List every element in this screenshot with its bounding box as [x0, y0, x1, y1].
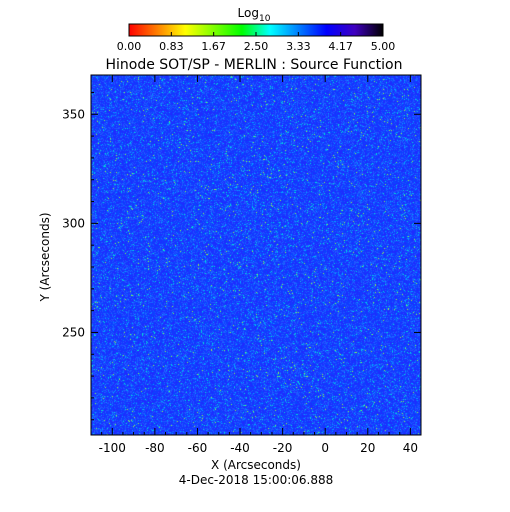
colorbar-tick-label: 2.50	[244, 40, 269, 53]
x-tick-label: 0	[321, 441, 329, 455]
x-tick-label: 20	[360, 441, 375, 455]
x-axis-label: X (Arcseconds)	[211, 458, 301, 472]
y-axis: 250 300 350	[62, 91, 421, 421]
colorbar-ticks: 0.00 0.83 1.67 2.50 3.33 4.17 5.00	[117, 32, 396, 53]
plot-frame	[90, 74, 422, 436]
source-function-image	[91, 75, 421, 435]
y-tick-label: 300	[62, 216, 85, 230]
x-tick-label: -40	[230, 441, 250, 455]
colorbar-tick-label: 4.17	[328, 40, 353, 53]
plot-area	[90, 74, 422, 436]
colorbar-tick-label: 0.83	[159, 40, 184, 53]
colorbar-tick-label: 3.33	[286, 40, 311, 53]
x-tick-label: 40	[403, 441, 418, 455]
colorbar-label-subscript: 10	[259, 14, 271, 24]
observation-date: 4-Dec-2018 15:00:06.888	[179, 473, 333, 487]
y-tick-label: 250	[62, 325, 85, 339]
y-axis-label: Y (Arcseconds)	[38, 212, 52, 302]
x-tick-label: -60	[188, 441, 208, 455]
y-tick-label: 350	[62, 107, 85, 121]
colorbar: Log10 0.00 0.83 1.67 2.50 3.33 4.17 5.00	[117, 6, 396, 53]
colorbar-tick-label: 0.00	[117, 40, 142, 53]
colorbar-tick-label: 5.00	[371, 40, 396, 53]
x-tick-label: -80	[145, 441, 165, 455]
colorbar-tick-label: 1.67	[201, 40, 226, 53]
x-tick-label: -100	[99, 441, 126, 455]
colorbar-label-base: Log	[238, 6, 259, 20]
x-axis: -100 -80 -60 -40 -20 0 20 40	[90, 75, 422, 455]
colorbar-label: Log10	[238, 6, 271, 24]
x-tick-label: -20	[273, 441, 293, 455]
chart-title: Hinode SOT/SP - MERLIN : Source Function	[105, 57, 402, 73]
